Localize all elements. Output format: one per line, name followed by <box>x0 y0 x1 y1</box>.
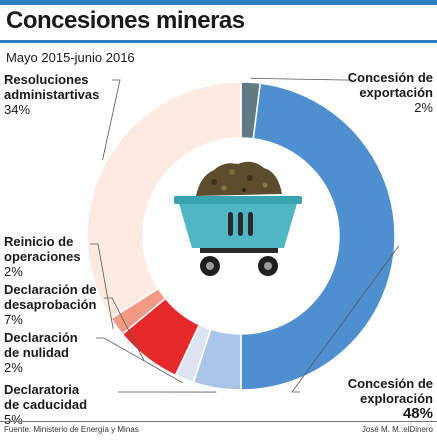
leader-line <box>102 79 121 160</box>
label-name-line1: Resoluciones <box>4 72 89 87</box>
label-name-line2: operaciones <box>4 249 81 264</box>
label-percent: 2% <box>414 100 433 115</box>
slice-administartivas <box>86 81 242 320</box>
label-percent: 2% <box>4 264 23 279</box>
leader-line <box>250 77 352 81</box>
label-name-line1: Concesión de <box>347 70 433 85</box>
label-name-line1: Declaración de <box>4 282 97 297</box>
leader-lines <box>90 77 400 393</box>
leader-line <box>291 245 400 393</box>
label-resoluciones-administrativas: Resoluciones administartivas 34% <box>4 72 99 117</box>
label-name-line1: Declaración <box>4 330 78 345</box>
label-declaratoria-caducidad: Declaratoria de caducidad 5% <box>4 382 87 427</box>
leader-line <box>90 243 114 329</box>
label-percent: 2% <box>4 360 23 375</box>
source-note: Fuente: Ministerio de Energía y Minas <box>4 425 139 434</box>
label-name-line2: exploración <box>360 391 433 406</box>
leader-line <box>104 297 145 362</box>
chart-title: Concesiones mineras <box>6 7 245 34</box>
leader-line <box>96 337 184 384</box>
label-declaracion-nulidad: Declaración de nulidad 2% <box>4 330 78 375</box>
label-concesion-exportacion: Concesión de exportación 2% <box>348 70 433 115</box>
title-divider <box>0 40 437 43</box>
chart-subtitle: Mayo 2015-junio 2016 <box>6 50 135 65</box>
label-percent: 7% <box>4 312 23 327</box>
slice-exploración <box>240 82 396 391</box>
label-name-line1: Concesión de <box>347 376 433 391</box>
label-name-line1: Declaratoria <box>4 382 80 397</box>
mining-cart-icon <box>174 161 302 276</box>
label-name-line2: desaprobación <box>4 297 97 312</box>
label-percent: 34% <box>4 102 31 117</box>
label-percent: 5% <box>4 412 23 427</box>
label-name-line2: administartivas <box>4 87 100 102</box>
label-concesion-exploracion: Concesión de exploración 48% <box>348 376 433 422</box>
footer-divider <box>0 421 437 422</box>
label-name-line2: de caducidad <box>4 397 88 412</box>
label-name-line2: de nulidad <box>4 345 69 360</box>
credit-note: José M. M.:elDinero <box>361 425 433 434</box>
label-percent: 48% <box>402 405 433 422</box>
label-declaracion-desaprobacion: Declaración de desaprobación 7% <box>4 282 97 327</box>
label-name-line2: exportación <box>359 85 433 100</box>
top-accent-bar <box>0 0 437 5</box>
label-reinicio-operaciones: Reinicio de operaciones 2% <box>4 234 81 279</box>
label-name-line1: Reinicio de <box>4 234 74 249</box>
